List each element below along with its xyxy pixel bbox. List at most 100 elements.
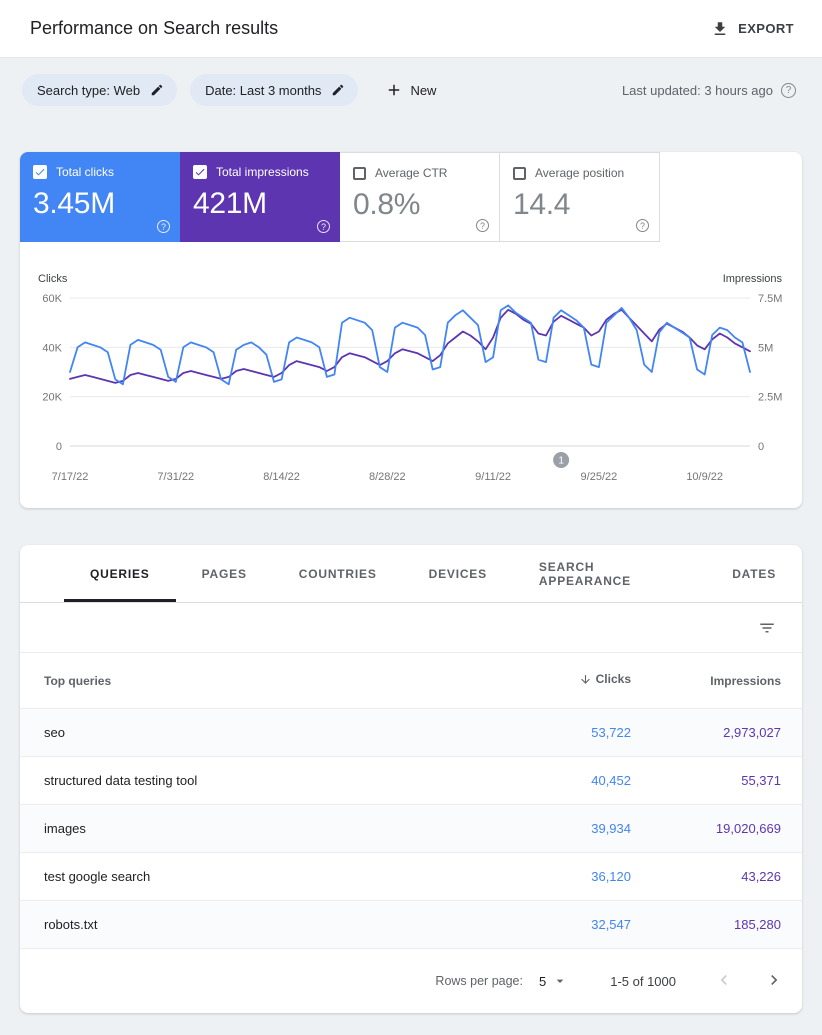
search-type-chip[interactable]: Search type: Web — [22, 74, 178, 106]
help-icon[interactable]: ? — [157, 220, 170, 233]
svg-text:9/25/22: 9/25/22 — [581, 471, 618, 483]
dropdown-arrow-icon — [556, 979, 564, 983]
tab-countries[interactable]: COUNTRIES — [298, 566, 377, 581]
series-impressions — [69, 308, 751, 384]
page-title: Performance on Search results — [30, 18, 279, 38]
metric-average-ctr[interactable]: Average CTR 0.8% ? — [340, 152, 500, 242]
checkbox-unchecked-icon[interactable] — [353, 166, 366, 180]
new-filter-label: New — [410, 82, 437, 98]
svg-text:1: 1 — [558, 456, 564, 467]
app-header: Performance on Search results EXPORT — [0, 0, 822, 58]
svg-text:5M: 5M — [758, 342, 773, 354]
column-header-queries[interactable]: Top queries — [44, 673, 112, 688]
metric-label: Average position — [535, 166, 625, 180]
column-header-impressions[interactable]: Impressions — [710, 673, 781, 688]
metrics-row: Total clicks 3.45M ? Total impressions 4… — [20, 152, 802, 242]
performance-summary-card: Total clicks 3.45M ? Total impressions 4… — [20, 152, 802, 508]
tab-search-appearance[interactable]: SEARCH APPEARANCE — [538, 559, 631, 588]
table-filter-row — [20, 603, 802, 653]
svg-text:Clicks: Clicks — [38, 273, 68, 285]
edit-pencil-icon — [151, 84, 163, 96]
rows-per-page-value: 5 — [538, 973, 547, 989]
edit-pencil-icon — [333, 84, 344, 96]
help-icon[interactable]: ? — [476, 219, 489, 232]
impressions-cell: 55,371 — [741, 773, 781, 788]
checkbox-checked-icon[interactable] — [33, 165, 47, 179]
table-header-row: Top queries Clicks Impressions — [20, 653, 802, 709]
table-row[interactable]: robots.txt 32,547 185,280 — [20, 901, 802, 949]
pagination-bar: Rows per page: 5 1-5 of 1000 — [20, 949, 802, 1013]
column-header-clicks[interactable]: Clicks — [491, 672, 631, 689]
checkbox-checked-icon[interactable] — [193, 165, 207, 179]
query-cell: images — [44, 821, 86, 836]
tab-queries[interactable]: QUERIES — [64, 545, 176, 602]
metric-total-impressions[interactable]: Total impressions 421M ? — [180, 152, 340, 242]
filter-list-icon[interactable] — [758, 619, 776, 637]
clicks-cell: 39,934 — [591, 821, 631, 836]
metric-total-clicks[interactable]: Total clicks 3.45M ? — [20, 152, 180, 242]
checkbox-unchecked-icon[interactable] — [513, 166, 526, 180]
new-filter-button[interactable]: New — [385, 81, 436, 99]
chevron-right-icon — [771, 974, 778, 985]
chevron-left-icon — [720, 974, 727, 985]
svg-text:7/31/22: 7/31/22 — [157, 471, 194, 483]
clicks-cell: 36,120 — [591, 869, 631, 884]
date-range-chip-label: Date: Last 3 months — [205, 82, 322, 98]
svg-text:20K: 20K — [42, 392, 62, 404]
impressions-cell: 43,226 — [741, 869, 781, 884]
filter-bar: Search type: Web Date: Last 3 months New… — [0, 58, 822, 106]
metric-average-position[interactable]: Average position 14.4 ? — [500, 152, 660, 242]
impressions-cell: 2,973,027 — [723, 725, 781, 740]
impressions-cell: 185,280 — [734, 917, 781, 932]
table-body: seo 53,722 2,973,027 structured data testin… — [20, 709, 802, 949]
queries-table-card: QUERIES PAGES COUNTRIES DEVICES SEARCH APPEA… — [20, 545, 802, 1013]
svg-text:40K: 40K — [42, 342, 62, 354]
clicks-cell: 40,452 — [591, 773, 631, 788]
svg-text:9/11/22: 9/11/22 — [475, 471, 511, 483]
previous-page-button[interactable] — [714, 970, 734, 993]
svg-text:Impressions: Impressions — [723, 273, 783, 285]
metric-label: Total clicks — [56, 165, 115, 179]
svg-text:0: 0 — [758, 441, 764, 453]
tab-dates[interactable]: DATES — [732, 566, 776, 581]
table-row[interactable]: test google search 36,120 43,226 — [20, 853, 802, 901]
svg-text:7/17/22: 7/17/22 — [52, 471, 89, 483]
svg-text:8/14/22: 8/14/22 — [263, 471, 300, 483]
clicks-cell: 53,722 — [591, 725, 631, 740]
svg-text:60K: 60K — [42, 293, 62, 305]
next-page-button[interactable] — [764, 970, 784, 993]
query-cell: structured data testing tool — [44, 773, 198, 788]
line-chart-svg: 0 0 20K 2.5M 40K 5M 60K 7.5M Clicks Impressions 7/… — [38, 273, 783, 483]
clicks-cell: 32,547 — [591, 917, 631, 932]
search-type-chip-label: Search type: Web — [37, 82, 141, 98]
rows-per-page-select[interactable]: 5 — [539, 973, 568, 989]
metric-value: 421M — [193, 187, 267, 220]
dimension-tabs: QUERIES PAGES COUNTRIES DEVICES SEARCH APPEA… — [20, 545, 802, 603]
metric-label: Total impressions — [216, 165, 309, 179]
annotation-marker[interactable] — [553, 452, 570, 468]
tab-pages[interactable]: PAGES — [201, 566, 247, 581]
date-range-chip[interactable]: Date: Last 3 months — [190, 74, 359, 106]
download-icon — [714, 21, 726, 35]
table-row[interactable]: images 39,934 19,020,669 — [20, 805, 802, 853]
export-label: EXPORT — [738, 21, 794, 36]
last-updated-text: Last updated: 3 hours ago — [621, 82, 773, 98]
help-icon[interactable]: ? — [317, 220, 330, 233]
table-row[interactable]: seo 53,722 2,973,027 — [20, 709, 802, 757]
series-clicks — [69, 304, 751, 386]
help-icon[interactable]: ? — [781, 82, 796, 98]
svg-text:7.5M: 7.5M — [758, 293, 782, 305]
impressions-cell: 19,020,669 — [715, 821, 781, 836]
query-cell: robots.txt — [44, 917, 98, 932]
svg-text:2.5M: 2.5M — [758, 392, 782, 404]
table-row[interactable]: structured data testing tool 40,452 55,371 — [20, 757, 802, 805]
svg-text:8/28/22: 8/28/22 — [369, 471, 406, 483]
rows-per-page-label: Rows per page: — [435, 974, 523, 988]
svg-text:0: 0 — [56, 441, 62, 453]
pagination-range: 1-5 of 1000 — [610, 973, 676, 989]
tab-devices[interactable]: DEVICES — [428, 566, 487, 581]
export-button[interactable]: EXPORT — [711, 20, 794, 38]
plus-icon — [389, 84, 400, 96]
sort-desc-arrow-icon — [580, 674, 590, 684]
help-icon[interactable]: ? — [636, 219, 649, 232]
